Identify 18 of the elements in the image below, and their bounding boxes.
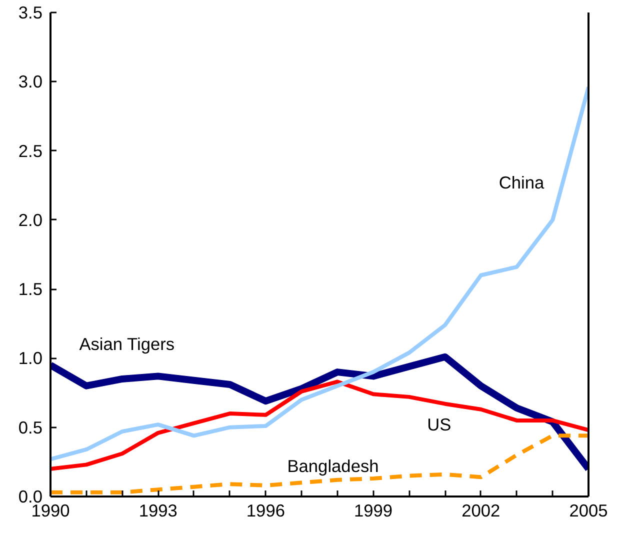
series-label: Asian Tigers bbox=[79, 334, 175, 354]
series-label: Bangladesh bbox=[287, 456, 379, 476]
y-tick-label: 3.0 bbox=[18, 72, 43, 92]
line-series bbox=[50, 434, 588, 494]
x-tick-label: 2002 bbox=[462, 500, 500, 520]
x-tick-label: 2005 bbox=[569, 500, 608, 520]
x-tick-label: 1999 bbox=[354, 500, 393, 520]
y-tick-label: 0.5 bbox=[18, 417, 43, 438]
line-series bbox=[50, 85, 588, 462]
y-tick-label: 2.5 bbox=[18, 140, 43, 161]
x-tick-label: 1996 bbox=[246, 500, 285, 520]
series-label: China bbox=[498, 172, 544, 192]
x-tick-label: 1993 bbox=[138, 500, 178, 520]
series-label: US bbox=[427, 414, 452, 434]
y-tick-label: 1.0 bbox=[18, 348, 43, 368]
y-tick-label: 2.0 bbox=[18, 210, 43, 230]
y-tick-label: 3.5 bbox=[18, 2, 43, 22]
y-tick-label: 1.5 bbox=[18, 279, 43, 300]
